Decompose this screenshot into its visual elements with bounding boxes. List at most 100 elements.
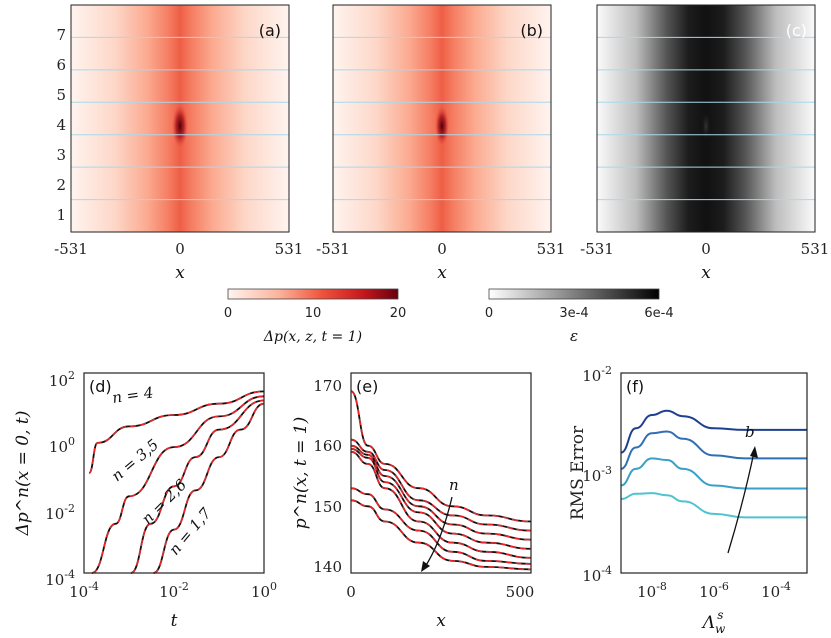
series-line-3 [620, 409, 807, 454]
series-reference-line-6 [350, 499, 532, 571]
y-tick-label: 5 [56, 86, 66, 104]
n-arrow [424, 496, 453, 568]
series-reference-line-0 [350, 390, 532, 523]
map-frame-a [70, 4, 290, 233]
x-tick-label: 531 [275, 240, 304, 258]
y-tick-label: 100 [49, 435, 75, 456]
x-tick-label: 0 [175, 240, 185, 258]
y-tick-label: 2 [56, 176, 66, 194]
layer-lines-a [71, 36, 289, 201]
series-line-2 [130, 399, 265, 574]
x-tick-label: 10-8 [637, 580, 667, 601]
y-tick-label: 140 [313, 558, 342, 576]
map-frame-c [596, 4, 816, 233]
x-tick-label: 531 [537, 240, 566, 258]
y-tick-label: 170 [313, 377, 342, 395]
colorbar-error: 0 3e-4 6e-4 ε [485, 288, 674, 345]
y-tick-label: 160 [313, 437, 342, 455]
map-panel-c: (c) -531 0 531 x [580, 4, 830, 283]
y-tick-label: 7 [56, 26, 66, 44]
colorbar-tick: 3e-4 [559, 306, 588, 321]
x-axis-label: t [171, 611, 178, 631]
series-reference-line-5 [350, 487, 532, 565]
map-panel-a: (a) 1 2 3 4 5 6 7 -531 0 531 x [54, 4, 304, 283]
x-axis-label: x [437, 263, 447, 283]
x-tick-label: 531 [801, 240, 830, 258]
x-axis-label: x [175, 263, 185, 283]
x-axis-label: x [701, 263, 711, 283]
series-line-2 [620, 430, 807, 470]
x-tick-label: 0 [346, 583, 356, 601]
series-line-0 [620, 492, 807, 519]
x-tick-label: 100 [251, 580, 277, 601]
y-ticks-a: 1 2 3 4 5 6 7 [56, 26, 66, 224]
colorbar-error-gradient [488, 288, 660, 300]
panel-label-d: (d) [89, 377, 112, 396]
colorbar-tick: 0 [485, 306, 493, 321]
colorbar-error-label: ε [570, 327, 578, 345]
x-tick-label: 500 [506, 583, 535, 601]
colorbar-pressure: 0 10 20 Δp(x, z, t = 1) [224, 288, 407, 345]
map-frame-b [332, 4, 552, 233]
series-layer-d [88, 390, 265, 574]
x-tick-label: -531 [316, 240, 350, 258]
series-layer-f [620, 409, 807, 519]
x-axis-label: Λws [701, 608, 726, 636]
colorbar-tick: 0 [224, 306, 232, 321]
x-tick-label: 10-4 [761, 580, 791, 601]
x-tick-label: 0 [437, 240, 447, 258]
n-annotation: n [449, 476, 459, 494]
colorbar-tick: 10 [305, 306, 322, 321]
injection-hotspot-b [435, 106, 449, 146]
y-tick-label: 10-4 [582, 564, 612, 585]
y-axis-label: p^n(x, t = 1) [291, 417, 311, 529]
layer-lines-c [597, 36, 815, 201]
colorbar-pressure-label: Δp(x, z, t = 1) [263, 329, 362, 345]
y-tick-label: 4 [56, 116, 66, 134]
series-reference-line-2 [350, 444, 532, 541]
y-axis-label: RMS Error [568, 425, 588, 520]
panel-label-e: (e) [356, 377, 378, 396]
colorbar-tick: 20 [390, 306, 407, 321]
x-tick-label: 0 [701, 240, 711, 258]
series-layer-e [350, 390, 532, 571]
x-tick-label: 10-2 [159, 580, 189, 601]
curve-label: n = 4 [111, 383, 154, 407]
series-reference-line-1 [91, 395, 265, 574]
b-annotation: b [745, 423, 755, 441]
series-reference-line-3 [350, 448, 532, 550]
y-tick-label: 10-2 [45, 502, 75, 523]
curve-label: n = 1,7 [165, 504, 215, 559]
axes-frame-d [83, 372, 265, 574]
series-line-1 [620, 457, 807, 490]
curve-label: n = 3,5 [108, 436, 162, 486]
x-tick-label: 10-4 [69, 580, 99, 601]
axes-frame-e [350, 372, 532, 574]
chart-panel-f: (f) 10-2 10-3 10-4 10-8 10-6 10-4 Λws RM… [568, 364, 808, 636]
y-tick-label: 102 [49, 369, 75, 390]
series-reference-line-1 [350, 438, 532, 532]
y-tick-label: 3 [56, 146, 66, 164]
colorbar-pressure-gradient [227, 288, 399, 300]
b-arrowhead [750, 446, 758, 458]
panel-label-a: (a) [259, 21, 281, 40]
x-axis-label: x [436, 611, 446, 631]
panel-label-b: (b) [520, 21, 543, 40]
y-tick-label: 6 [56, 56, 66, 74]
chart-panel-d: (d) 102 100 10-2 10-4 10-4 10-2 100 t Δp… [13, 369, 277, 631]
chart-panel-e: (e) 140 150 160 170 0 500 x p^n(x, t = 1… [291, 372, 535, 631]
y-tick-label: 1 [56, 206, 66, 224]
panel-label-c: (c) [786, 21, 807, 40]
map-panel-b: (b) -531 0 531 x [316, 4, 566, 283]
b-arrow [727, 451, 755, 554]
layer-lines-b [333, 36, 551, 201]
x-tick-label: -531 [580, 240, 614, 258]
y-axis-label: Δp^n(x = 0, t) [13, 411, 33, 537]
injection-hotspot-a [172, 104, 188, 148]
y-tick-label: 10-2 [582, 364, 612, 385]
x-tick-label: 10-6 [699, 580, 729, 601]
x-tick-label: -531 [54, 240, 88, 258]
error-hotspot-c [701, 110, 711, 142]
y-tick-label: 150 [313, 498, 342, 516]
